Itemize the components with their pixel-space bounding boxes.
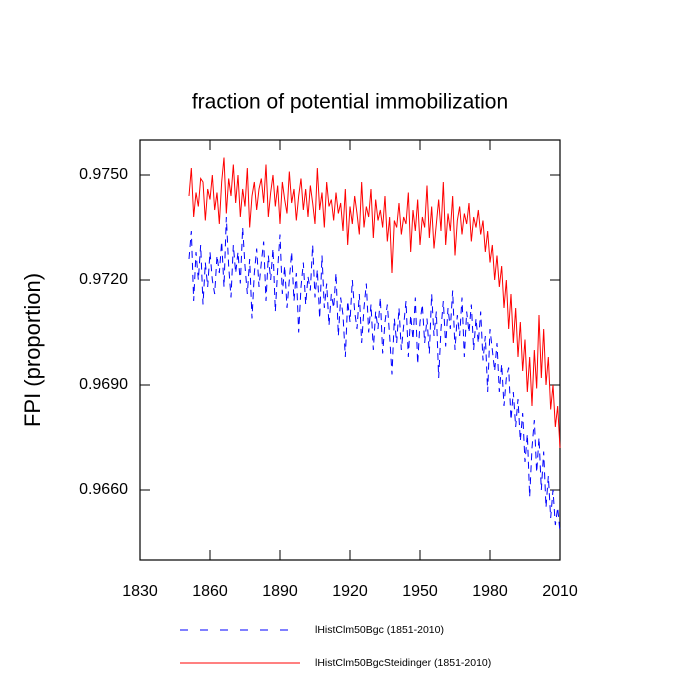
series-line xyxy=(188,216,561,533)
series-line xyxy=(188,157,561,449)
x-tick-label: 1890 xyxy=(262,583,298,600)
x-tick-label: 1920 xyxy=(332,583,368,600)
x-tick-label: 1860 xyxy=(192,583,228,600)
x-tick-label: 1980 xyxy=(472,583,508,600)
y-tick-label: 0.9720 xyxy=(79,271,128,288)
x-tick-label: 1830 xyxy=(122,583,158,600)
y-tick-label: 0.9750 xyxy=(79,166,128,183)
legend-label: lHistClm50BgcSteidinger (1851-2010) xyxy=(315,657,491,669)
y-tick-label: 0.9660 xyxy=(79,481,128,498)
x-tick-label: 2010 xyxy=(542,583,578,600)
chart-title: fraction of potential immobilization xyxy=(192,91,508,114)
x-tick-label: 1950 xyxy=(402,583,438,600)
y-axis-label: FPI (proportion) xyxy=(20,273,45,427)
y-tick-label: 0.9690 xyxy=(79,376,128,393)
legend-label: lHistClm50Bgc (1851-2010) xyxy=(315,624,444,636)
